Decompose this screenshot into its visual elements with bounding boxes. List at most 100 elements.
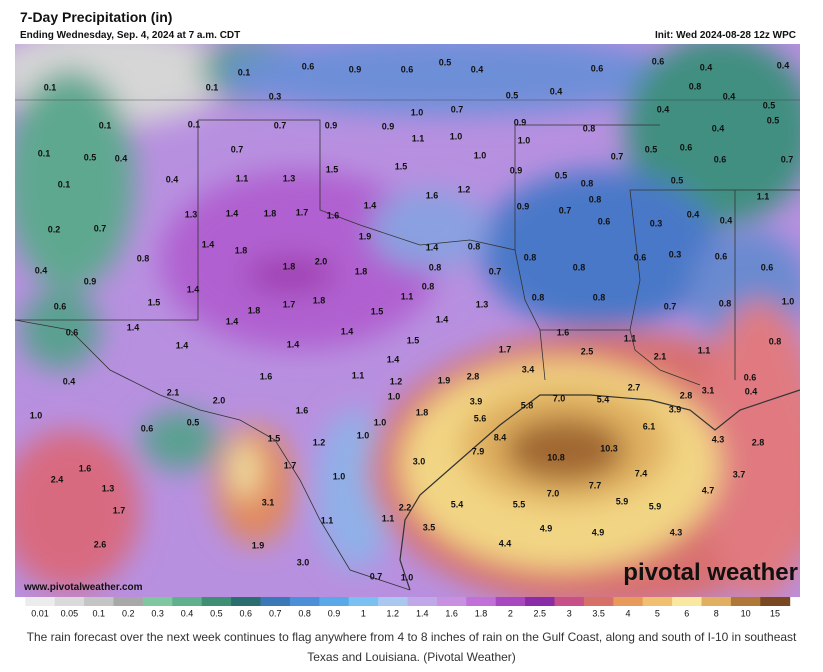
precip-label: 1.8: [235, 245, 248, 255]
precip-label: 0.7: [274, 120, 287, 130]
legend-label: 5: [655, 608, 660, 618]
precip-label: 1.4: [287, 339, 300, 349]
precip-label: 10.3: [600, 443, 618, 453]
legend-swatch: [54, 597, 85, 606]
legend-label: 0.5: [210, 608, 223, 618]
precip-label: 1.1: [757, 191, 770, 201]
watermark: www.pivotalweather.com: [23, 582, 143, 593]
legend-swatch: [760, 597, 791, 606]
precip-label: 0.1: [99, 120, 112, 130]
precip-label: 0.9: [510, 165, 523, 175]
precip-label: 1.3: [283, 173, 296, 183]
precip-label: 1.4: [436, 314, 449, 324]
legend-swatch: [525, 597, 555, 606]
precip-label: 0.8: [422, 281, 435, 291]
precip-label: 1.4: [341, 326, 354, 336]
precip-label: 1.9: [359, 231, 372, 241]
legend-label: 2.5: [534, 608, 547, 618]
init-time: Init: Wed 2024-08-28 12z WPC: [655, 30, 796, 41]
legend-swatch: [319, 597, 350, 606]
legend-label: 0.2: [122, 608, 135, 618]
precip-label: 0.9: [382, 121, 395, 131]
legend-label: 1: [361, 608, 366, 618]
legend-swatch: [407, 597, 438, 606]
precip-label: 0.9: [517, 201, 530, 211]
precip-label: 1.8: [416, 407, 429, 417]
precip-label: 0.4: [115, 153, 128, 163]
precip-label: 2.1: [654, 351, 667, 361]
precip-label: 1.8: [355, 266, 368, 276]
precip-label: 1.0: [450, 131, 463, 141]
precip-label: 0.8: [583, 123, 596, 133]
precip-label: 2.4: [51, 474, 64, 484]
precip-label: 0.4: [712, 123, 725, 133]
precip-label: 0.6: [141, 423, 154, 433]
precip-label: 0.9: [325, 120, 338, 130]
legend-label: 8: [714, 608, 719, 618]
precip-label: 1.3: [102, 483, 115, 493]
precip-label: 0.9: [349, 64, 362, 74]
precip-label: 1.0: [782, 296, 795, 306]
precip-label: 1.5: [148, 297, 161, 307]
precip-label: 1.1: [236, 173, 249, 183]
precip-label: 0.6: [680, 142, 693, 152]
legend-label: 3: [567, 608, 572, 618]
precip-label: 1.0: [357, 430, 370, 440]
precip-label: 7.9: [472, 446, 485, 456]
precip-label: 1.9: [438, 375, 451, 385]
legend-label: 15: [770, 608, 780, 618]
precip-label: 1.0: [401, 572, 414, 582]
precip-label: 0.8: [468, 241, 481, 251]
precip-label: 1.6: [327, 210, 340, 220]
precip-label: 0.4: [35, 265, 48, 275]
precip-label: 0.5: [84, 152, 97, 162]
precip-label: 5.5: [513, 499, 526, 509]
precip-label: 1.0: [374, 417, 387, 427]
legend-label: 1.8: [475, 608, 488, 618]
precip-label: 1.7: [499, 344, 512, 354]
legend-swatch: [348, 597, 379, 606]
precip-label: 1.1: [412, 133, 425, 143]
precip-label: 1.2: [458, 184, 471, 194]
precip-label: 0.7: [370, 571, 383, 581]
precip-label: 3.9: [669, 404, 682, 414]
precip-label: 0.6: [302, 61, 315, 71]
precip-label: 0.3: [669, 249, 682, 259]
legend-swatch: [84, 597, 114, 606]
precip-label: 0.1: [188, 119, 201, 129]
precip-label: 10.8: [547, 452, 565, 462]
precip-label: 1.4: [387, 354, 400, 364]
map-subtitle: Ending Wednesday, Sep. 4, 2024 at 7 a.m.…: [20, 30, 240, 41]
precip-label: 0.5: [767, 115, 780, 125]
precip-label: 0.8: [581, 178, 594, 188]
precip-label: 1.0: [518, 135, 531, 145]
precip-label: 0.9: [514, 117, 527, 127]
precip-label: 2.0: [213, 395, 226, 405]
precip-label: 4.9: [592, 527, 605, 537]
precip-label: 0.6: [591, 63, 604, 73]
precip-label: 5.6: [474, 413, 487, 423]
precip-label: 6.1: [643, 421, 656, 431]
precip-label: 1.8: [283, 261, 296, 271]
precip-label: 1.4: [226, 316, 239, 326]
precip-label: 0.8: [532, 292, 545, 302]
legend-swatch: [378, 597, 408, 606]
precip-label: 0.4: [471, 64, 484, 74]
legend-swatch: [730, 597, 761, 606]
precip-label: 0.8: [719, 298, 732, 308]
precip-label: 0.5: [187, 417, 200, 427]
precip-label: 1.1: [352, 370, 365, 380]
precip-label: 1.5: [407, 335, 420, 345]
precip-label: 0.5: [645, 144, 658, 154]
legend-swatch: [672, 597, 702, 606]
legend-label: 0.01: [31, 608, 49, 618]
precip-label: 1.8: [248, 305, 261, 315]
precip-label: 0.1: [58, 179, 71, 189]
precip-label: 1.1: [321, 515, 334, 525]
precip-label: 1.4: [127, 322, 140, 332]
precip-label: 0.4: [166, 174, 179, 184]
legend-swatch: [142, 597, 173, 606]
precip-label: 0.1: [206, 82, 219, 92]
map-title: 7-Day Precipitation (in): [20, 9, 172, 25]
legend-swatch: [642, 597, 673, 606]
